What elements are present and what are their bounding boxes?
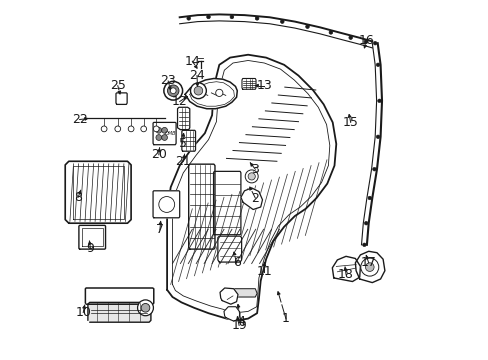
Polygon shape [230, 289, 257, 297]
Circle shape [365, 263, 373, 271]
Circle shape [115, 126, 121, 132]
Circle shape [375, 63, 379, 67]
Polygon shape [355, 251, 384, 283]
Circle shape [364, 40, 367, 44]
Polygon shape [79, 225, 105, 249]
Text: 2: 2 [251, 192, 259, 204]
Text: 8: 8 [74, 191, 82, 204]
Circle shape [194, 86, 203, 95]
Text: 25: 25 [110, 79, 125, 92]
Circle shape [162, 127, 167, 133]
Text: 20: 20 [151, 148, 166, 161]
Text: 22: 22 [72, 113, 87, 126]
Circle shape [190, 83, 206, 99]
Circle shape [162, 135, 167, 140]
Polygon shape [220, 288, 238, 304]
Polygon shape [88, 302, 151, 322]
Circle shape [348, 36, 352, 40]
Polygon shape [65, 161, 131, 223]
Circle shape [186, 17, 190, 20]
Circle shape [163, 81, 182, 100]
Circle shape [170, 88, 176, 94]
Polygon shape [242, 78, 256, 89]
Polygon shape [116, 93, 127, 104]
Text: 4: 4 [237, 315, 244, 328]
Polygon shape [153, 122, 176, 145]
Circle shape [377, 99, 381, 103]
Text: 1: 1 [282, 312, 289, 325]
Circle shape [305, 25, 309, 28]
Circle shape [215, 89, 223, 96]
Text: 10: 10 [75, 306, 91, 319]
Circle shape [156, 127, 162, 133]
Text: 24: 24 [189, 69, 204, 82]
Circle shape [167, 85, 179, 96]
Circle shape [360, 258, 378, 276]
Text: 13: 13 [256, 79, 272, 92]
Circle shape [280, 20, 284, 23]
Polygon shape [185, 78, 237, 109]
Polygon shape [218, 236, 241, 262]
Text: 14: 14 [184, 55, 200, 68]
Polygon shape [85, 288, 153, 304]
Circle shape [153, 126, 159, 132]
Circle shape [128, 126, 134, 132]
Text: 17: 17 [360, 256, 376, 269]
Text: 6: 6 [232, 256, 240, 269]
Circle shape [375, 135, 379, 139]
Circle shape [159, 197, 174, 212]
Circle shape [247, 173, 255, 180]
Circle shape [328, 31, 332, 34]
Circle shape [141, 126, 146, 132]
Polygon shape [167, 55, 336, 320]
Circle shape [373, 41, 376, 45]
Text: 7: 7 [156, 223, 163, 236]
Text: 21: 21 [175, 155, 191, 168]
Circle shape [372, 167, 375, 171]
Circle shape [101, 126, 107, 132]
Circle shape [230, 15, 233, 19]
Circle shape [141, 303, 149, 312]
Text: 16: 16 [358, 34, 374, 47]
Polygon shape [177, 107, 189, 130]
Text: 18: 18 [337, 268, 353, 281]
Text: 3: 3 [251, 163, 259, 176]
Circle shape [367, 196, 371, 200]
Text: 11: 11 [256, 265, 272, 278]
Text: 23: 23 [160, 75, 176, 87]
Text: OMB: OMB [164, 131, 176, 136]
Circle shape [362, 243, 366, 247]
Polygon shape [188, 164, 215, 249]
Circle shape [206, 15, 210, 19]
Circle shape [137, 300, 153, 316]
Text: 9: 9 [86, 242, 94, 255]
Circle shape [364, 221, 367, 225]
Polygon shape [213, 171, 241, 235]
Text: 12: 12 [171, 95, 187, 108]
Text: 5: 5 [178, 137, 186, 150]
Polygon shape [153, 191, 179, 218]
Circle shape [156, 135, 162, 140]
Polygon shape [224, 307, 240, 321]
Polygon shape [241, 188, 262, 210]
Circle shape [244, 170, 258, 183]
Polygon shape [332, 256, 360, 282]
Polygon shape [182, 130, 195, 151]
Text: 19: 19 [231, 319, 246, 332]
Text: 15: 15 [342, 116, 358, 129]
Circle shape [255, 17, 258, 20]
